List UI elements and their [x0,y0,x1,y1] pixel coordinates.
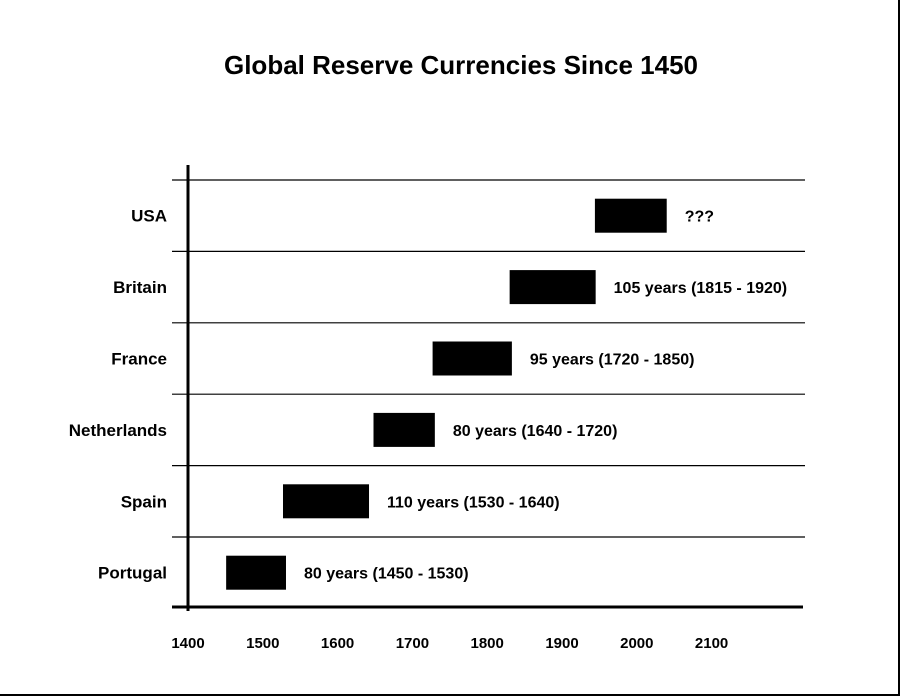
bar-annotation-france: 95 years (1720 - 1850) [530,352,695,369]
x-tick-label-2100: 2100 [695,635,728,652]
category-label-netherlands: Netherlands [69,421,167,440]
bar-annotation-portugal: 80 years (1450 - 1530) [304,566,469,583]
category-label-portugal: Portugal [98,564,167,583]
x-tick-label-1800: 1800 [471,635,504,652]
bar-netherlands [373,412,435,447]
bar-usa [594,198,667,233]
bar-annotation-usa: ??? [685,209,714,226]
category-label-usa: USA [131,207,167,226]
chart-title: Global Reserve Currencies Since 1450 [223,50,699,80]
x-tick-label-2000: 2000 [620,635,653,652]
category-label-spain: Spain [121,492,167,511]
bar-france [432,341,512,376]
x-tick-label-1600: 1600 [321,635,354,652]
bar-portugal [226,555,286,590]
x-tick-label-1900: 1900 [545,635,578,652]
category-label-britain: Britain [113,278,167,297]
bar-annotation-britain: 105 years (1815 - 1920) [614,280,787,297]
x-tick-label-1400: 1400 [171,635,204,652]
bar-britain [509,270,596,305]
bar-annotation-netherlands: 80 years (1640 - 1720) [453,423,618,440]
category-label-france: France [111,350,167,369]
x-tick-label-1700: 1700 [396,635,429,652]
bar-annotation-spain: 110 years (1530 - 1640) [387,494,560,511]
bar-spain [282,484,370,519]
x-tick-label-1500: 1500 [246,635,279,652]
